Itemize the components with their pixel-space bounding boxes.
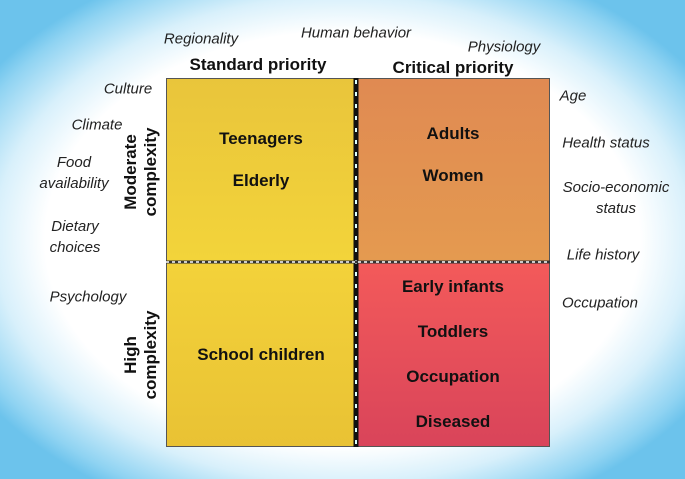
factor: Human behavior [300, 24, 412, 42]
item: Diseased [415, 412, 491, 431]
row-header: Moderate complexity [121, 127, 160, 217]
quadrant: Adults Women [356, 78, 550, 262]
row-header: High complexity [121, 310, 160, 400]
factor: Life history [566, 246, 640, 264]
item: School children [197, 344, 325, 364]
quadrant: School children [166, 262, 356, 447]
column-header: Critical priority [392, 58, 514, 77]
item: Adults [426, 124, 480, 143]
factor: Dietary choices [49, 218, 101, 256]
factor: Psychology [49, 288, 127, 306]
column-header: Standard priority [189, 55, 327, 74]
quadrant: Teenagers Elderly [166, 78, 356, 262]
item: Teenagers [219, 129, 303, 148]
item: Toddlers [417, 322, 489, 341]
factor: Food availability [39, 154, 109, 192]
item: Women [422, 166, 484, 185]
item: Early infants [401, 277, 505, 296]
factor: Health status [562, 134, 650, 152]
factor: Age [559, 87, 587, 105]
factor: Socio-economic status [562, 179, 670, 217]
factor: Physiology [467, 38, 541, 56]
factor: Climate [71, 116, 123, 134]
item: Occupation [406, 367, 500, 386]
factor: Occupation [562, 294, 638, 312]
item: Elderly [232, 171, 290, 190]
factor: Regionality [163, 30, 239, 48]
factor: Culture [103, 80, 153, 98]
